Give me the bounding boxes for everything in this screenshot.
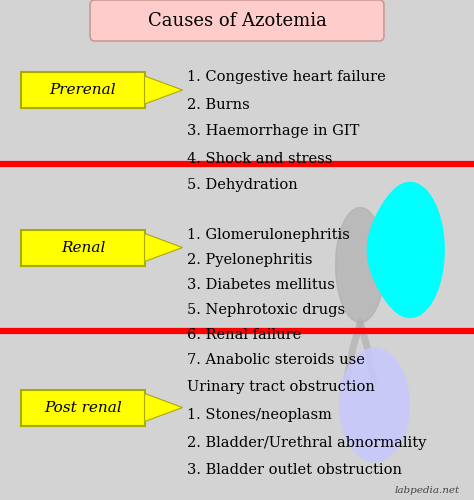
Text: 1. Stones/neoplasm: 1. Stones/neoplasm [187, 408, 332, 422]
Text: Causes of Azotemia: Causes of Azotemia [147, 12, 327, 30]
Text: 7. Anabolic steroids use: 7. Anabolic steroids use [187, 353, 365, 367]
Text: 3. Haemorrhage in GIT: 3. Haemorrhage in GIT [187, 124, 360, 138]
Ellipse shape [339, 348, 410, 463]
Polygon shape [145, 234, 182, 262]
Text: 3. Bladder outlet obstruction: 3. Bladder outlet obstruction [187, 463, 402, 477]
Text: 5. Dehydration: 5. Dehydration [187, 178, 298, 192]
Text: 6. Renal failure: 6. Renal failure [187, 328, 301, 342]
Polygon shape [145, 394, 182, 421]
Text: 2. Bladder/Urethral abnormality: 2. Bladder/Urethral abnormality [187, 436, 427, 450]
FancyBboxPatch shape [90, 0, 384, 41]
FancyBboxPatch shape [21, 72, 145, 108]
Text: labpedia.net: labpedia.net [395, 486, 460, 495]
Text: 4. Shock and stress: 4. Shock and stress [187, 152, 333, 166]
Text: Post renal: Post renal [44, 400, 122, 414]
Text: 1. Glomerulonephritis: 1. Glomerulonephritis [187, 228, 350, 242]
Polygon shape [367, 182, 444, 318]
Text: 5. Nephrotoxic drugs: 5. Nephrotoxic drugs [187, 303, 346, 317]
Text: Prerenal: Prerenal [50, 83, 116, 97]
Text: Renal: Renal [61, 240, 105, 254]
FancyBboxPatch shape [21, 230, 145, 266]
Text: 2. Pyelonephritis: 2. Pyelonephritis [187, 253, 313, 267]
Text: 2. Burns: 2. Burns [187, 98, 250, 112]
Text: 1. Congestive heart failure: 1. Congestive heart failure [187, 70, 386, 85]
FancyBboxPatch shape [21, 390, 145, 426]
Text: Urinary tract obstruction: Urinary tract obstruction [187, 380, 375, 394]
Polygon shape [145, 76, 182, 104]
Polygon shape [336, 208, 385, 322]
Text: 3. Diabetes mellitus: 3. Diabetes mellitus [187, 278, 335, 292]
